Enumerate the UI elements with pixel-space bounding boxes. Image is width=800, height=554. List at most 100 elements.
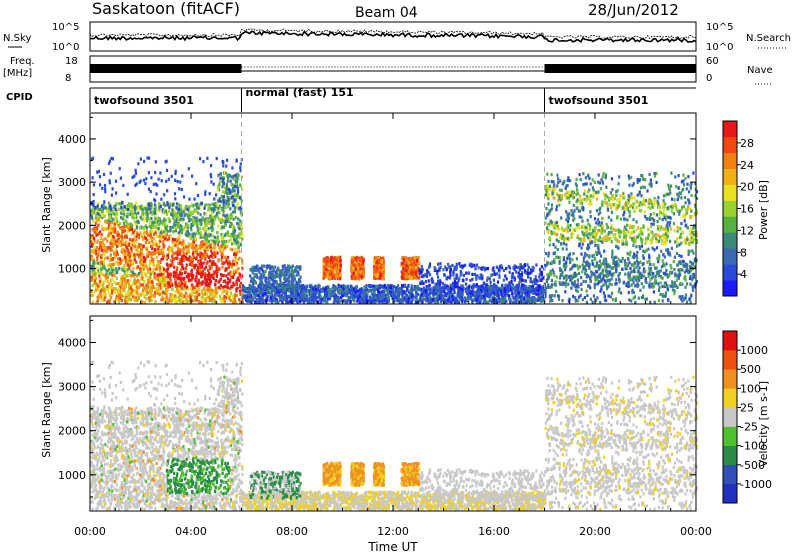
power-cell (126, 251, 129, 255)
power-cell (194, 289, 197, 293)
power-cell (340, 285, 343, 289)
power-cell (194, 220, 197, 224)
power-cell (208, 285, 211, 289)
power-cell (109, 253, 112, 257)
power-cell (408, 292, 412, 296)
power-cell (149, 285, 152, 289)
power-cell (181, 228, 184, 232)
power-cell (139, 215, 142, 219)
power-cell (120, 299, 123, 303)
power-cell (215, 193, 218, 197)
power-cell (231, 234, 234, 238)
power-cell (174, 171, 177, 176)
power-cell (155, 192, 158, 196)
power-cell (225, 281, 228, 285)
power-cell (122, 183, 125, 187)
power-cell (137, 252, 140, 256)
power-cell (202, 299, 205, 303)
power-cell (167, 267, 170, 271)
power-cell (231, 203, 234, 208)
power-cell (110, 221, 113, 225)
power-cell (97, 239, 100, 243)
power-cell (120, 206, 123, 210)
power-cell (312, 292, 315, 296)
power-cell (236, 277, 239, 281)
power-cell (154, 211, 157, 215)
power-cell (103, 279, 106, 283)
power-cell (239, 219, 242, 223)
power-cell (169, 278, 172, 282)
power-cell (144, 182, 147, 186)
power-cell (233, 298, 236, 302)
power-cell (144, 294, 147, 298)
power-cell (133, 248, 136, 252)
power-cell (118, 167, 121, 171)
power-cell (128, 286, 131, 291)
power-cell (474, 290, 477, 294)
power-cell (99, 214, 102, 218)
power-cell (401, 284, 404, 288)
power-cell (173, 265, 176, 269)
power-cell (222, 236, 225, 240)
power-cell (201, 241, 204, 245)
power-cell (157, 247, 160, 251)
power-cell (269, 296, 272, 300)
power-cell (223, 279, 227, 283)
power-cell (210, 214, 213, 218)
power-cell (99, 230, 102, 234)
power-cell (125, 235, 129, 239)
power-cell (448, 295, 452, 299)
power-cell (175, 202, 179, 206)
power-cell (232, 231, 235, 235)
power-cell (232, 294, 235, 298)
power-cell (215, 238, 218, 242)
power-cell (361, 297, 364, 301)
nave-label: Nave (747, 65, 773, 76)
power-cell (114, 261, 117, 265)
power-cell (110, 258, 113, 262)
power-cell (166, 253, 170, 257)
power-cell (107, 210, 111, 214)
power-cell (419, 298, 422, 302)
power-cell (90, 201, 93, 205)
power-cell (131, 271, 134, 275)
power-cell (165, 275, 168, 280)
power-cell (415, 291, 418, 295)
power-cell (103, 214, 107, 218)
power-cell (226, 219, 229, 223)
power-cell (174, 300, 177, 304)
power-cell (205, 253, 208, 257)
power-cell (93, 230, 96, 234)
power-cell (172, 274, 175, 278)
power-cell (187, 208, 190, 212)
power-cell (124, 300, 127, 304)
power-cell (158, 231, 161, 235)
power-cell (413, 287, 416, 291)
power-cell (124, 283, 127, 288)
power-cell (201, 271, 204, 275)
power-cell (233, 300, 236, 304)
power-cell (366, 295, 369, 299)
power-cell (499, 299, 502, 303)
power-cell (108, 179, 111, 183)
power-cell (228, 239, 231, 243)
power-cell (183, 207, 186, 211)
power-cell (347, 299, 350, 303)
power-cell (239, 183, 242, 187)
power-cell (520, 297, 523, 301)
power-cell (275, 292, 278, 296)
power-cell (112, 235, 115, 239)
power-cell (90, 236, 93, 240)
power-cell (220, 226, 223, 230)
power-cell (98, 250, 101, 255)
power-cell (314, 284, 317, 288)
power-cell (221, 265, 224, 269)
power-cell (191, 284, 194, 288)
power-cell (208, 234, 211, 238)
power-cell (390, 292, 393, 296)
power-cell (210, 164, 213, 168)
power-cell (325, 262, 328, 266)
power-cell (158, 217, 161, 221)
power-cell (245, 286, 248, 290)
power-cell (138, 205, 142, 209)
